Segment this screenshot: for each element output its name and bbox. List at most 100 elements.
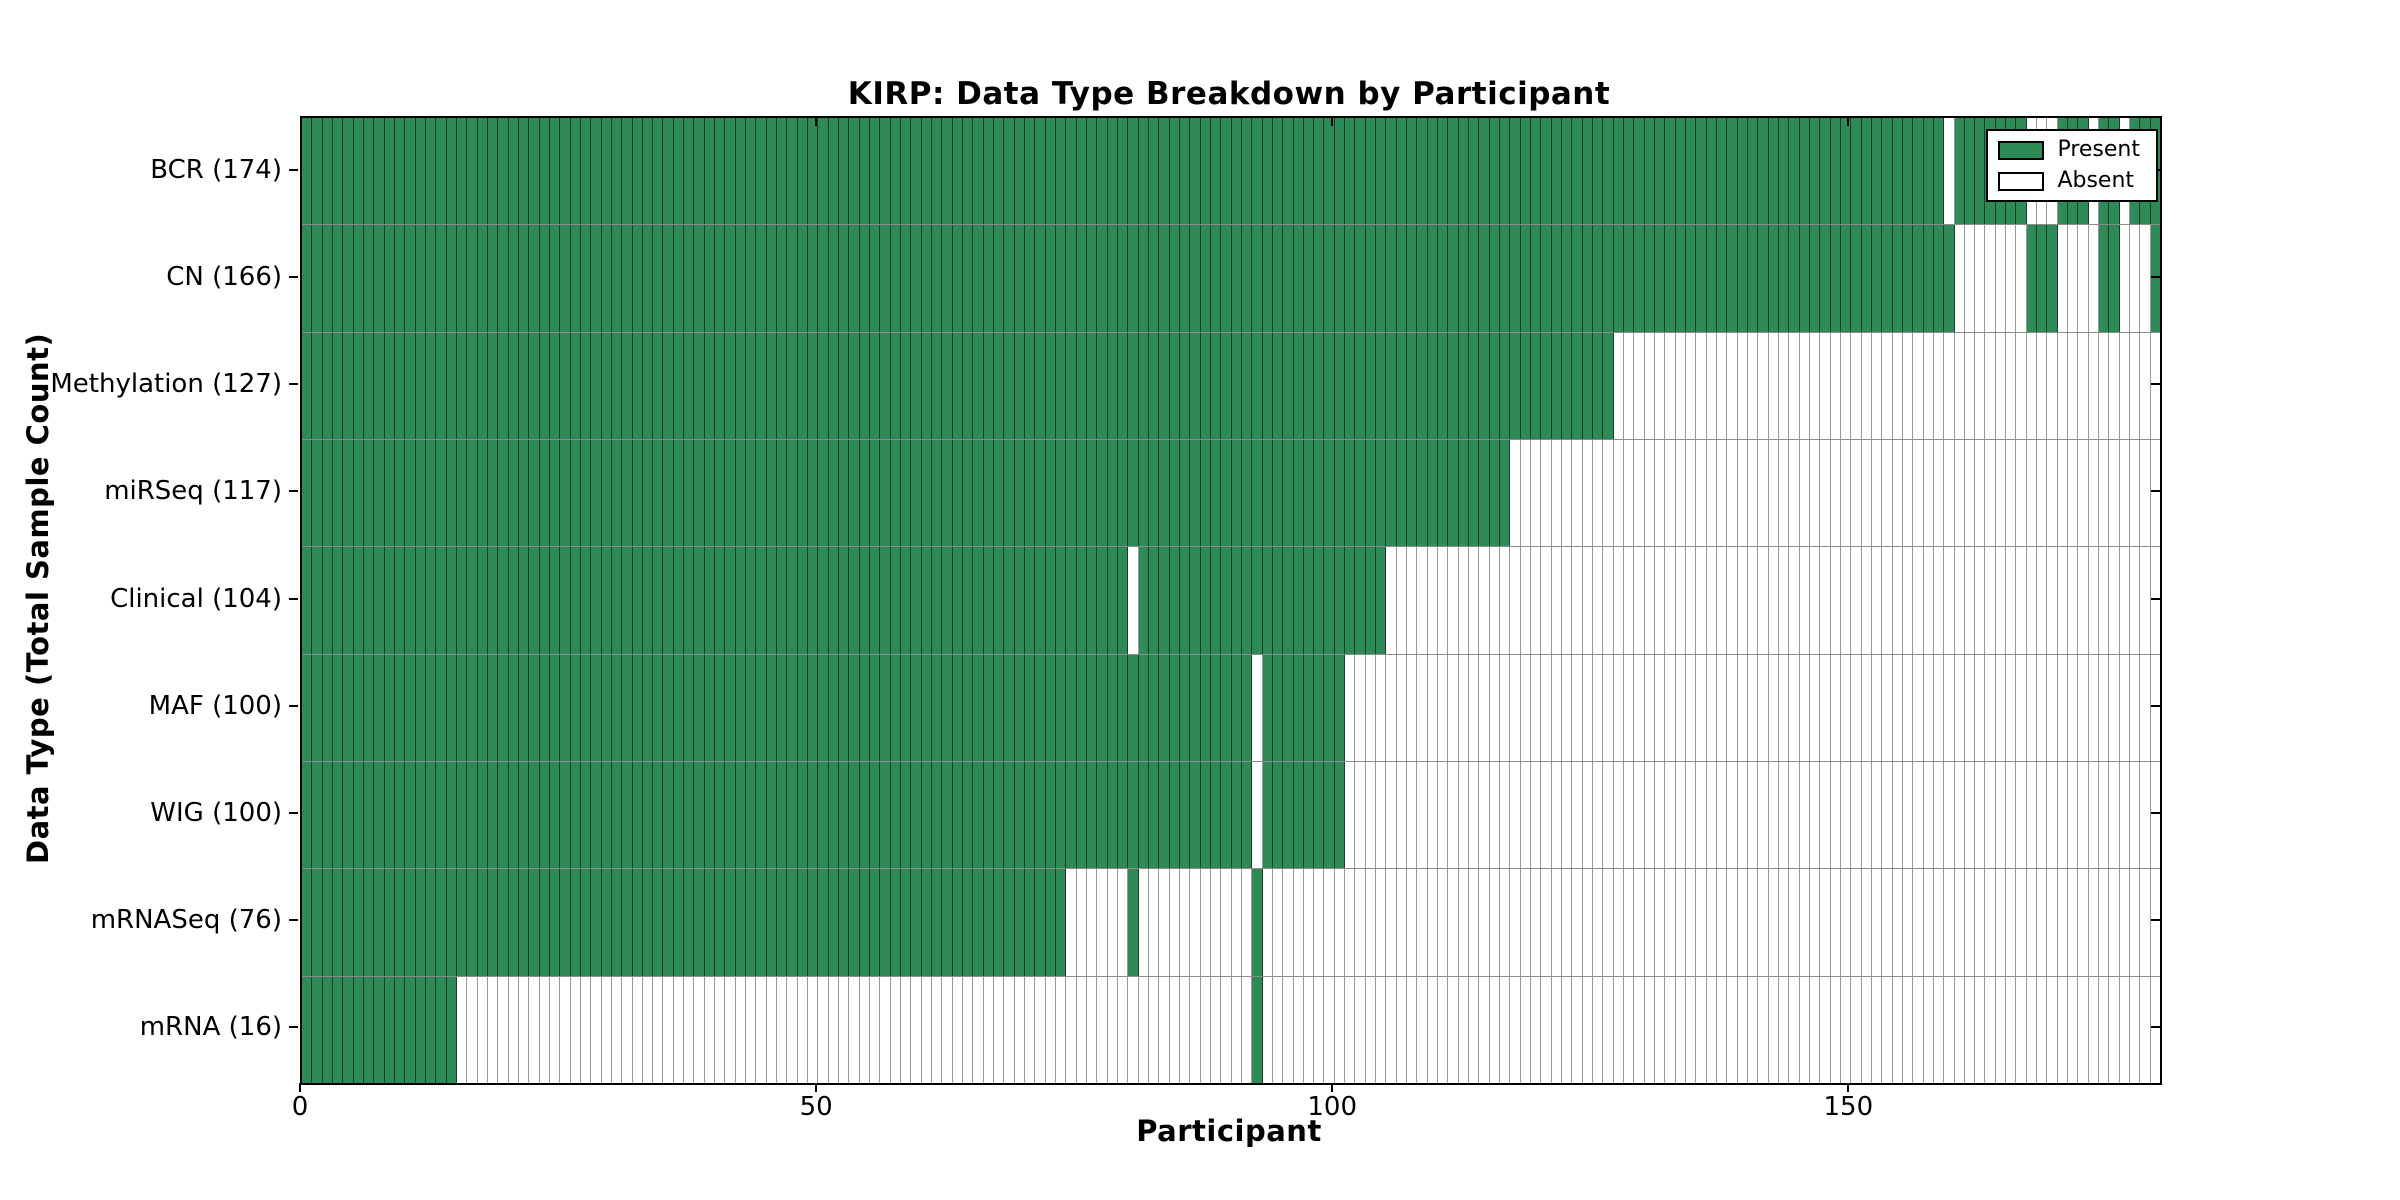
heatmap-cell: [1582, 869, 1594, 976]
heatmap-cell: [1076, 761, 1087, 869]
heatmap-cell: [622, 439, 633, 547]
heatmap-cell: [415, 976, 426, 1083]
heatmap-cell: [1365, 332, 1377, 439]
heatmap-cell: [1396, 869, 1408, 976]
heatmap-cell: [436, 654, 447, 761]
heatmap-cell: [363, 547, 375, 654]
heatmap-cell: [766, 869, 778, 976]
heatmap-cell: [1293, 976, 1304, 1083]
heatmap-cell: [921, 547, 933, 654]
heatmap-cell: [2119, 332, 2131, 439]
heatmap-cell: [436, 761, 447, 869]
y-tick-mark: [289, 1026, 298, 1029]
heatmap-cell: [1396, 976, 1408, 1083]
x-tick-label-150: 150: [1823, 1092, 1874, 1122]
heatmap-cell: [1799, 439, 1810, 547]
heatmap-cell: [2047, 547, 2058, 654]
heatmap-cell: [901, 976, 912, 1083]
heatmap-cell: [425, 654, 437, 761]
heatmap-cell: [1241, 761, 1253, 869]
heatmap-cell: [1902, 654, 1914, 761]
heatmap-cell: [1293, 869, 1304, 976]
heatmap-cell: [797, 439, 809, 547]
heatmap-cell: [1014, 654, 1025, 761]
heatmap-cell: [591, 547, 602, 654]
heatmap-cell: [353, 118, 364, 225]
heatmap-cell: [735, 547, 747, 654]
heatmap-cell: [694, 869, 705, 976]
heatmap-cell: [2047, 332, 2058, 439]
heatmap-cell: [1024, 869, 1036, 976]
heatmap-cell: [942, 439, 953, 547]
heatmap-cell: [1582, 118, 1594, 225]
heatmap-cell: [1944, 439, 1955, 547]
heatmap-cell: [1572, 118, 1583, 225]
heatmap-cell: [1572, 869, 1583, 976]
heatmap-cell: [828, 761, 840, 869]
heatmap-cell: [715, 225, 726, 332]
heatmap-cell: [1995, 439, 2007, 547]
heatmap-cell: [622, 547, 633, 654]
heatmap-cell: [1190, 976, 1201, 1083]
heatmap-cell: [1179, 332, 1191, 439]
heatmap-cell: [394, 976, 406, 1083]
heatmap-cell: [2119, 869, 2131, 976]
heatmap-cell: [911, 547, 922, 654]
y-tick-label-mRNA: mRNA (16): [139, 1012, 282, 1043]
heatmap-cell: [787, 118, 798, 225]
heatmap-cell: [756, 976, 767, 1083]
heatmap-cell: [1159, 547, 1170, 654]
heatmap-cell: [529, 332, 540, 439]
heatmap-cell: [911, 225, 922, 332]
heatmap-cell: [1469, 118, 1480, 225]
heatmap-cell: [405, 869, 416, 976]
heatmap-cell: [1944, 225, 1955, 332]
heatmap-cell: [529, 439, 540, 547]
heatmap-cell: [932, 439, 943, 547]
heatmap-cell: [2130, 654, 2141, 761]
heatmap-cell: [405, 439, 416, 547]
heatmap-cell: [1520, 976, 1532, 1083]
heatmap-cell: [477, 654, 488, 761]
heatmap-cell: [508, 761, 519, 869]
heatmap-cell: [1272, 761, 1284, 869]
heatmap-cell: [880, 869, 891, 976]
heatmap-cell: [1190, 869, 1201, 976]
heatmap-cell: [1241, 976, 1253, 1083]
chart-title: KIRP: Data Type Breakdown by Participant: [847, 76, 1611, 112]
heatmap-cell: [1675, 118, 1686, 225]
heatmap-cell: [302, 654, 313, 761]
heatmap-cell: [1603, 439, 1614, 547]
heatmap-cell: [2026, 332, 2038, 439]
heatmap-cell: [1706, 332, 1717, 439]
heatmap-cell: [591, 869, 602, 976]
heatmap-cell: [529, 654, 540, 761]
heatmap-cell: [2037, 332, 2048, 439]
heatmap-cell: [725, 869, 736, 976]
heatmap-cell: [539, 439, 550, 547]
heatmap-cell: [1500, 976, 1511, 1083]
heatmap-cell: [1551, 439, 1563, 547]
heatmap-cell: [715, 869, 726, 976]
heatmap-cell: [1324, 225, 1335, 332]
heatmap-cell: [1654, 869, 1666, 976]
heatmap-cell: [1531, 869, 1542, 976]
heatmap-cell: [777, 976, 788, 1083]
heatmap-cell: [2006, 976, 2017, 1083]
heatmap-cell: [2119, 547, 2131, 654]
heatmap-cell: [394, 869, 406, 976]
heatmap-cell: [735, 118, 747, 225]
heatmap-cell: [2088, 654, 2100, 761]
heatmap-cell: [1479, 654, 1490, 761]
heatmap-cell: [1396, 225, 1408, 332]
heatmap-cell: [1768, 547, 1779, 654]
heatmap-cell: [1303, 225, 1315, 332]
heatmap-cell: [601, 225, 612, 332]
heatmap-cell: [973, 225, 984, 332]
heatmap-cell: [456, 761, 468, 869]
heatmap-cell: [1086, 439, 1098, 547]
heatmap-cell: [973, 439, 984, 547]
heatmap-cell: [1892, 761, 1903, 869]
heatmap-cell: [766, 761, 778, 869]
heatmap-cell: [1840, 761, 1852, 869]
